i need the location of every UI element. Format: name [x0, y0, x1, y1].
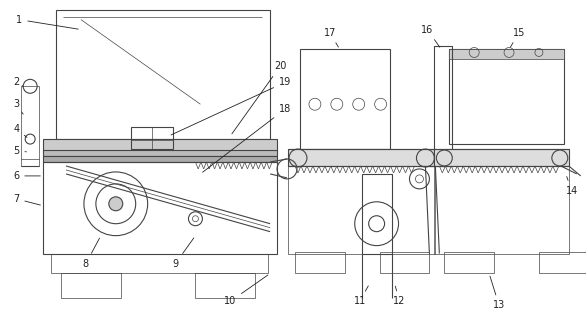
- Bar: [21, 86, 39, 166]
- Text: 5: 5: [13, 146, 26, 156]
- Text: 18: 18: [203, 104, 291, 172]
- Text: 20: 20: [232, 62, 286, 134]
- Bar: [56, 10, 270, 139]
- Bar: [434, 46, 453, 166]
- Circle shape: [109, 197, 123, 211]
- Text: 16: 16: [421, 24, 440, 47]
- Bar: [43, 162, 277, 254]
- Bar: [539, 252, 587, 273]
- Text: 8: 8: [83, 238, 100, 268]
- Bar: [449, 50, 564, 144]
- Text: 12: 12: [393, 286, 406, 306]
- Text: 11: 11: [353, 286, 368, 306]
- Text: 14: 14: [566, 176, 578, 196]
- Text: 13: 13: [490, 276, 505, 310]
- Bar: [131, 127, 173, 149]
- Bar: [51, 254, 268, 273]
- Text: 2: 2: [13, 77, 23, 87]
- Text: 3: 3: [13, 99, 23, 114]
- Bar: [43, 150, 277, 156]
- Bar: [43, 156, 277, 162]
- Bar: [61, 273, 121, 298]
- Text: 6: 6: [13, 171, 41, 181]
- Bar: [300, 50, 390, 149]
- Bar: [434, 149, 569, 166]
- Text: 19: 19: [171, 77, 291, 135]
- Text: 10: 10: [224, 275, 268, 306]
- Bar: [288, 149, 436, 166]
- Text: 9: 9: [173, 238, 194, 268]
- Text: 4: 4: [13, 124, 27, 138]
- Bar: [449, 50, 564, 59]
- Text: 15: 15: [511, 28, 525, 47]
- Text: 1: 1: [16, 15, 78, 29]
- Text: 17: 17: [323, 28, 338, 47]
- Bar: [380, 252, 430, 273]
- Bar: [434, 166, 569, 254]
- Text: 7: 7: [13, 194, 41, 205]
- Bar: [295, 252, 345, 273]
- Bar: [195, 273, 255, 298]
- Bar: [362, 174, 392, 254]
- Bar: [288, 166, 436, 254]
- Bar: [43, 139, 277, 152]
- Bar: [444, 252, 494, 273]
